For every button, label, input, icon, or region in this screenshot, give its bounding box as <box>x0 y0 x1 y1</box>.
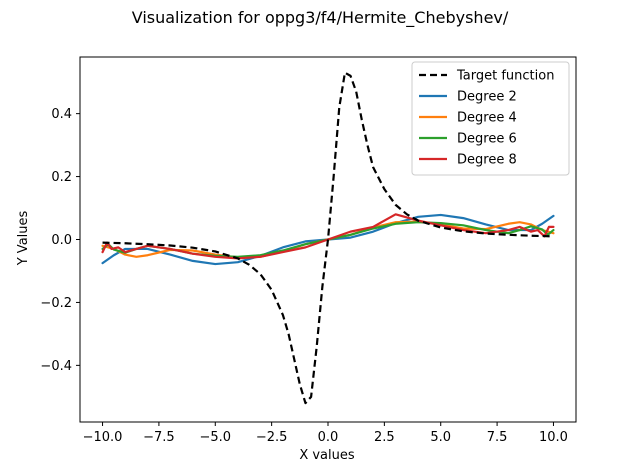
series-line-target-function <box>102 71 554 405</box>
series-lines <box>101 71 555 405</box>
legend-label: Degree 8 <box>457 153 517 168</box>
x-axis: −10.0 −7.5 −5.0 −2.5 0.0 2.5 5.0 7.5 10.0 <box>83 422 568 445</box>
x-tick-label: 5.0 <box>430 430 451 445</box>
x-tick-label: −2.5 <box>256 430 288 445</box>
y-tick-label: 0.2 <box>51 170 72 185</box>
y-axis-label: Y Values <box>16 211 31 267</box>
x-tick-label: 0.0 <box>318 430 339 445</box>
legend: Target function Degree 2 Degree 4 Degree 6 D… <box>411 61 570 176</box>
series-line-degree-8 <box>101 213 555 260</box>
y-tick-label: 0.0 <box>51 233 72 248</box>
x-tick-label: −10.0 <box>83 430 123 445</box>
legend-label: Target function <box>456 69 554 84</box>
y-axis: −0.4 −0.2 0.0 0.2 0.4 <box>40 107 80 374</box>
y-tick-label: 0.4 <box>51 107 72 122</box>
chart-title: Visualization for oppg3/f4/Hermite_Cheby… <box>132 8 509 28</box>
x-tick-label: 7.5 <box>487 430 508 445</box>
x-tick-label: −7.5 <box>143 430 175 445</box>
y-tick-label: −0.4 <box>40 359 72 374</box>
legend-label: Degree 2 <box>457 90 517 105</box>
x-tick-label: 2.5 <box>374 430 395 445</box>
plot-area: −10.0 −7.5 −5.0 −2.5 0.0 2.5 5.0 7.5 10.0 −0.4−0… <box>40 56 577 445</box>
x-axis-label: X values <box>299 448 355 463</box>
y-tick-label: −0.2 <box>40 296 72 311</box>
legend-box <box>411 61 570 176</box>
x-tick-label: 10.0 <box>539 430 568 445</box>
legend-label: Degree 6 <box>457 132 517 147</box>
legend-label: Degree 4 <box>457 111 517 126</box>
x-tick-label: −5.0 <box>199 430 231 445</box>
